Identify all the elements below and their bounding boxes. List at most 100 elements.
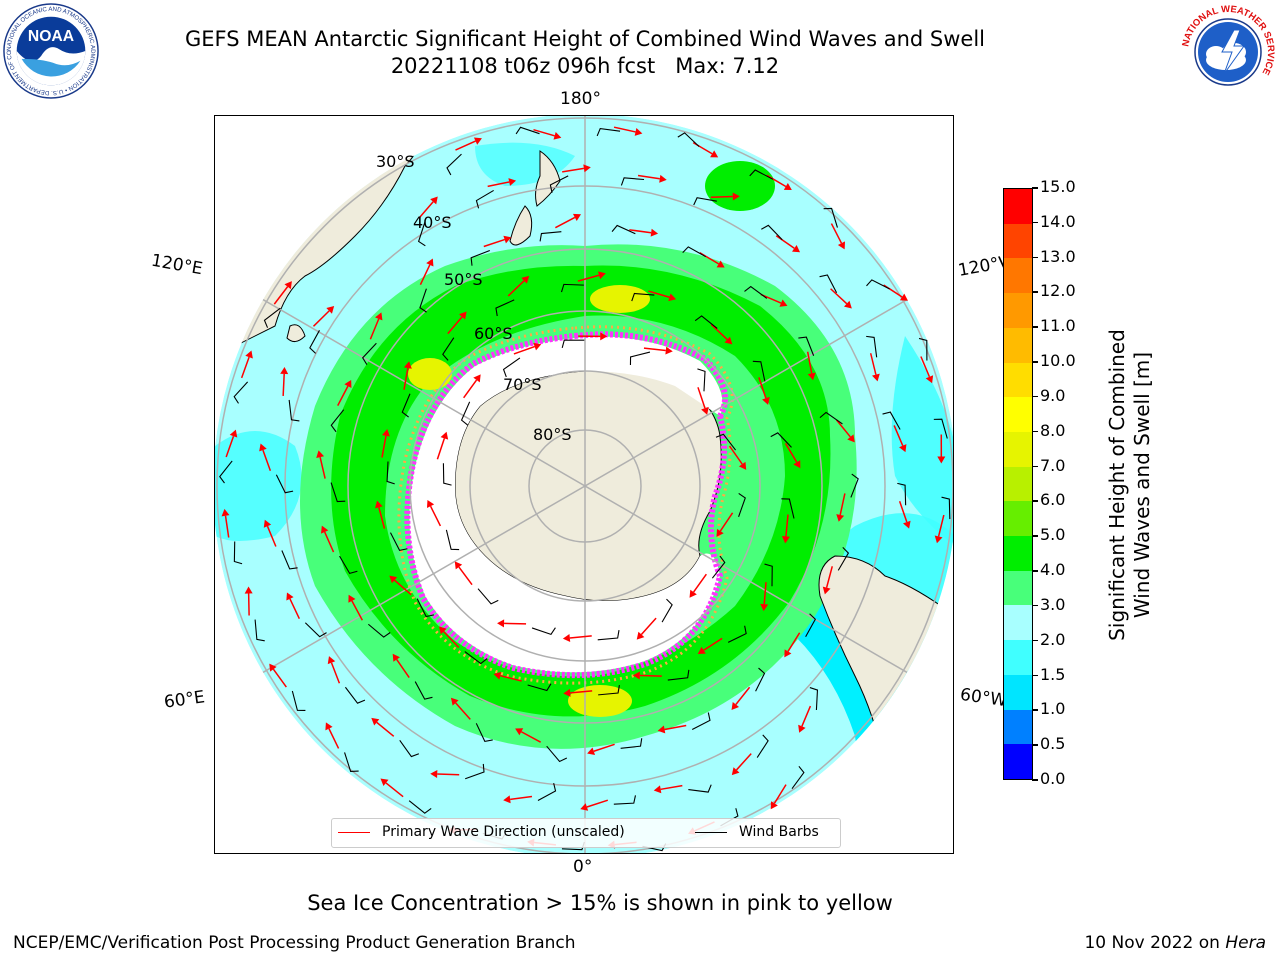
wave-direction-arrow <box>312 310 330 327</box>
wind-barbs <box>219 126 951 852</box>
wave-max-region <box>408 358 452 390</box>
wind-barb <box>495 299 515 317</box>
wind-barb <box>560 283 584 293</box>
wind-barb <box>661 598 673 623</box>
colorbar-segment <box>1004 327 1032 363</box>
wave-direction-arrowhead <box>760 603 769 612</box>
wave-direction-arrow <box>692 573 707 593</box>
wind-barb <box>361 342 377 365</box>
lon-label-120e: 120°E <box>149 250 205 280</box>
sea-ice-note: Sea Ice Concentration > 15% is shown in … <box>307 891 893 915</box>
wind-barb <box>882 411 901 430</box>
wind-barb <box>620 177 645 186</box>
wind-barb <box>693 197 717 206</box>
colorbar-tick-label: 15.0 <box>1032 177 1076 196</box>
lat-label-80s: 80°S <box>533 425 572 444</box>
wave-direction-arrow <box>766 174 787 188</box>
wave-direction-arrow <box>637 174 660 180</box>
wind-barb <box>770 432 792 448</box>
wave-direction-arrow <box>418 201 434 219</box>
wave-direction-arrowhead <box>732 192 740 201</box>
wave-direction-arrowhead <box>426 258 434 267</box>
legend-wave-line <box>338 831 370 833</box>
colorbar-tick-label: 8.0 <box>1031 420 1066 440</box>
wave-direction-arrow <box>436 438 446 460</box>
wind-barb <box>744 285 768 299</box>
wave-direction-arrowhead <box>634 128 643 136</box>
colorbar-tick-label: 6.0 <box>1031 490 1066 510</box>
wind-barb <box>819 274 838 294</box>
colorbar-segment <box>1004 466 1032 502</box>
wind-barb <box>620 738 643 749</box>
wave-direction-arrow <box>639 674 662 677</box>
longitude-lines <box>215 116 953 853</box>
wind-barb <box>367 623 391 638</box>
wave-direction-arrowhead <box>937 456 946 464</box>
wind-barb <box>691 712 711 730</box>
wave-direction-arrowhead <box>259 443 267 452</box>
wave-direction-arrowhead <box>597 271 606 280</box>
wave-direction-arrowhead <box>269 663 277 672</box>
wave-direction-arrowhead <box>665 346 673 355</box>
wind-barb <box>419 288 427 313</box>
wave-direction-arrow <box>773 784 787 804</box>
new-zealand-land <box>509 150 561 246</box>
wind-barb <box>819 411 843 425</box>
colorbar-tick-label: 4.0 <box>1031 560 1066 580</box>
wave-direction-arrow <box>893 425 904 447</box>
wave-direction-arrowhead <box>325 722 333 731</box>
wave-direction-arrowhead <box>459 311 467 320</box>
wave-direction-arrow <box>429 505 442 527</box>
wave-direction-arrow <box>839 493 846 516</box>
wave-direction-arrow <box>330 662 341 684</box>
polar-map-canvas <box>215 116 953 853</box>
wave-direction-arrowhead <box>221 508 230 517</box>
polar-map[interactable] <box>214 115 954 854</box>
wave-direction-arrow <box>337 385 349 407</box>
colorbar-tick-label: 12.0 <box>1032 281 1076 301</box>
wave-direction-arrowhead <box>503 235 512 244</box>
wave-direction-arrowhead <box>348 594 356 603</box>
wave-region-1.5-2m <box>891 336 953 546</box>
wave-direction-arrow <box>483 238 505 248</box>
wind-barb <box>408 800 432 814</box>
wave-direction-arrowhead <box>600 332 608 341</box>
wind-barb <box>465 763 485 780</box>
noaa-logo: NOAA NATIONAL OCEANIC AND ATMOSPHERIC AD… <box>2 2 99 99</box>
wind-barb <box>918 337 928 361</box>
wave-direction-arrowhead <box>454 561 463 570</box>
wave-direction-arrowhead <box>783 183 792 191</box>
wave-direction-arrowhead <box>822 586 831 595</box>
wind-barb <box>389 532 408 552</box>
wave-direction-arrow <box>763 582 767 605</box>
wave-direction-arrowhead <box>657 725 666 734</box>
wind-barb <box>539 231 562 242</box>
ice-free-region <box>409 336 723 673</box>
colorbar-segment <box>1004 362 1032 398</box>
wave-direction-arrowhead <box>563 688 571 697</box>
wind-barb <box>749 169 774 180</box>
wind-barb <box>764 563 773 587</box>
wave-direction-arrowhead <box>770 801 778 810</box>
wave-direction-arrowhead <box>925 375 934 384</box>
wind-barb <box>596 127 621 137</box>
wave-direction-arrowhead <box>320 525 329 534</box>
wind-barb <box>446 153 462 176</box>
wind-barb <box>823 207 838 228</box>
wave-direction-arrowhead <box>636 631 645 640</box>
wave-direction-arrow <box>613 126 636 133</box>
wind-barb <box>330 482 346 503</box>
colorbar-segment <box>1004 189 1032 224</box>
colorbar-segment <box>1004 709 1032 745</box>
legend-wave-label: Primary Wave Direction (unscaled) <box>382 824 625 840</box>
wind-barb <box>531 627 556 636</box>
wind-barb <box>727 625 747 643</box>
wind-barb <box>460 401 471 426</box>
wave-direction-arrowhead <box>697 646 706 654</box>
wave-direction-arrowhead <box>807 372 816 381</box>
wave-direction-arrowhead <box>587 747 596 756</box>
wave-direction-arrow <box>577 274 600 282</box>
wave-direction-arrow <box>378 507 386 529</box>
wind-barb <box>694 315 718 329</box>
wave-direction-arrowhead <box>450 697 459 706</box>
